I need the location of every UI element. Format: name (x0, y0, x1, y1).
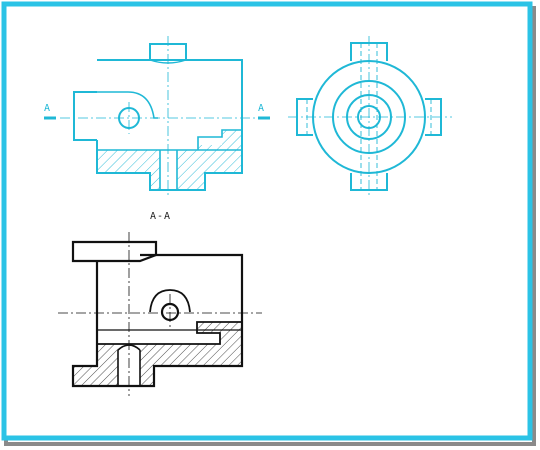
top-view (288, 36, 452, 198)
section-mark-label-right: A (258, 103, 265, 114)
section-mark-label-left: A (44, 103, 51, 114)
front-half-section-view (44, 36, 270, 198)
section-view-title: A-A (150, 211, 172, 222)
front-section-hatch-right (177, 130, 242, 190)
section-view-a-a (58, 232, 262, 396)
front-section-hatch (97, 150, 160, 190)
